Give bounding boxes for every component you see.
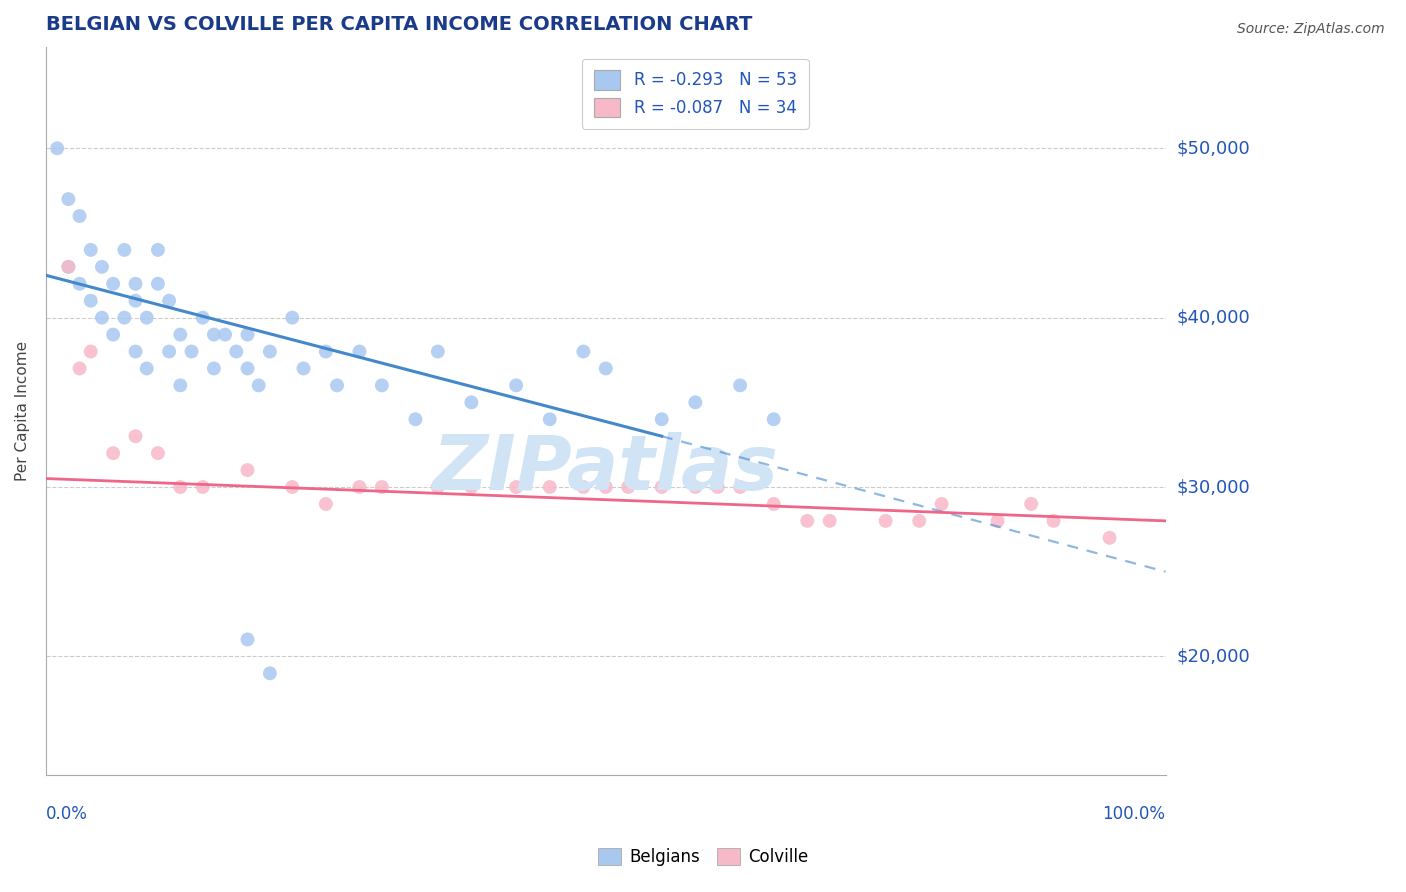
- Point: [426, 480, 449, 494]
- Point: [538, 480, 561, 494]
- Point: [1098, 531, 1121, 545]
- Point: [706, 480, 728, 494]
- Point: [728, 480, 751, 494]
- Point: [91, 260, 114, 274]
- Point: [124, 429, 146, 443]
- Point: [236, 632, 259, 647]
- Point: [762, 412, 785, 426]
- Point: [124, 293, 146, 308]
- Point: [101, 327, 124, 342]
- Point: [685, 480, 707, 494]
- Point: [91, 310, 114, 325]
- Point: [728, 378, 751, 392]
- Point: [146, 243, 169, 257]
- Text: 100.0%: 100.0%: [1102, 805, 1166, 823]
- Point: [69, 361, 91, 376]
- Point: [80, 243, 103, 257]
- Point: [124, 277, 146, 291]
- Point: [875, 514, 897, 528]
- Text: ZIPatlas: ZIPatlas: [433, 432, 779, 506]
- Point: [349, 480, 371, 494]
- Point: [202, 327, 225, 342]
- Point: [157, 344, 180, 359]
- Text: $40,000: $40,000: [1177, 309, 1250, 326]
- Point: [1042, 514, 1064, 528]
- Point: [685, 395, 707, 409]
- Point: [69, 277, 91, 291]
- Point: [651, 412, 673, 426]
- Point: [236, 361, 259, 376]
- Point: [135, 310, 157, 325]
- Point: [818, 514, 841, 528]
- Point: [908, 514, 931, 528]
- Point: [1019, 497, 1042, 511]
- Point: [69, 209, 91, 223]
- Text: 0.0%: 0.0%: [46, 805, 87, 823]
- Point: [214, 327, 236, 342]
- Point: [538, 412, 561, 426]
- Point: [225, 344, 247, 359]
- Point: [617, 480, 640, 494]
- Point: [112, 310, 135, 325]
- Point: [169, 480, 191, 494]
- Point: [180, 344, 202, 359]
- Point: [58, 260, 80, 274]
- Point: [505, 378, 527, 392]
- Point: [987, 514, 1010, 528]
- Point: [315, 344, 337, 359]
- Text: BELGIAN VS COLVILLE PER CAPITA INCOME CORRELATION CHART: BELGIAN VS COLVILLE PER CAPITA INCOME CO…: [46, 15, 752, 34]
- Point: [46, 141, 69, 155]
- Y-axis label: Per Capita Income: Per Capita Income: [15, 341, 30, 481]
- Point: [460, 395, 482, 409]
- Point: [595, 480, 617, 494]
- Point: [169, 327, 191, 342]
- Text: $20,000: $20,000: [1177, 648, 1250, 665]
- Point: [259, 666, 281, 681]
- Point: [404, 412, 426, 426]
- Point: [80, 293, 103, 308]
- Point: [315, 497, 337, 511]
- Point: [371, 378, 394, 392]
- Point: [236, 327, 259, 342]
- Point: [169, 378, 191, 392]
- Text: $30,000: $30,000: [1177, 478, 1250, 496]
- Point: [281, 310, 304, 325]
- Point: [572, 344, 595, 359]
- Point: [572, 480, 595, 494]
- Point: [247, 378, 270, 392]
- Point: [931, 497, 953, 511]
- Point: [124, 344, 146, 359]
- Point: [651, 480, 673, 494]
- Point: [58, 260, 80, 274]
- Point: [292, 361, 315, 376]
- Point: [595, 361, 617, 376]
- Point: [157, 293, 180, 308]
- Point: [460, 480, 482, 494]
- Point: [191, 480, 214, 494]
- Point: [762, 497, 785, 511]
- Point: [146, 277, 169, 291]
- Text: $50,000: $50,000: [1177, 139, 1250, 157]
- Point: [426, 344, 449, 359]
- Point: [112, 243, 135, 257]
- Point: [135, 361, 157, 376]
- Point: [236, 463, 259, 477]
- Point: [191, 310, 214, 325]
- Text: Source: ZipAtlas.com: Source: ZipAtlas.com: [1237, 22, 1385, 37]
- Legend: Belgians, Colville: Belgians, Colville: [589, 840, 817, 875]
- Point: [146, 446, 169, 460]
- Point: [371, 480, 394, 494]
- Point: [349, 344, 371, 359]
- Point: [58, 192, 80, 206]
- Point: [796, 514, 818, 528]
- Point: [259, 344, 281, 359]
- Point: [80, 344, 103, 359]
- Point: [101, 277, 124, 291]
- Point: [281, 480, 304, 494]
- Point: [505, 480, 527, 494]
- Point: [101, 446, 124, 460]
- Point: [202, 361, 225, 376]
- Legend: R = -0.293   N = 53, R = -0.087   N = 34: R = -0.293 N = 53, R = -0.087 N = 34: [582, 59, 808, 128]
- Point: [326, 378, 349, 392]
